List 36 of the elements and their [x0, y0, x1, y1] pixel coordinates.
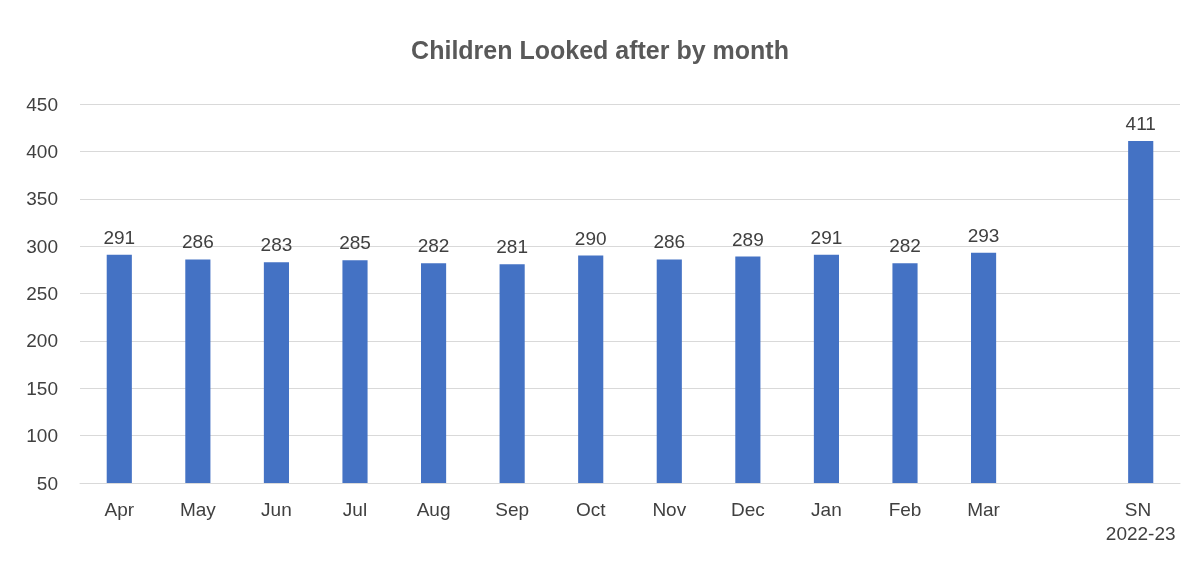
- data-label: 283: [260, 234, 293, 256]
- y-tick-label: 150: [26, 377, 58, 399]
- x-tick-label: Oct: [575, 498, 607, 520]
- x-tick-label: SN 2022-23: [1105, 498, 1176, 544]
- x-tick-label: Jul: [342, 498, 368, 520]
- x-tick-label: May: [179, 498, 217, 520]
- data-label: 282: [889, 235, 921, 257]
- y-tick-label: 450: [26, 93, 58, 115]
- x-tick-label: Nov: [652, 498, 687, 520]
- data-label: 286: [182, 231, 214, 253]
- data-label: 289: [732, 228, 764, 250]
- y-tick-label: 100: [26, 425, 58, 447]
- data-label: 293: [967, 224, 1000, 246]
- data-label: 286: [653, 231, 686, 253]
- x-tick-label: Jun: [261, 498, 292, 520]
- y-tick-label: 300: [26, 235, 58, 257]
- x-tick-label: Feb: [888, 498, 922, 520]
- y-tick-label: 200: [26, 330, 58, 352]
- data-label: 290: [574, 227, 607, 249]
- x-tick-label: Dec: [730, 498, 765, 520]
- data-label: 291: [810, 226, 843, 248]
- data-label: 411: [1125, 112, 1156, 134]
- y-tick-label: 50: [36, 472, 58, 494]
- data-label: 281: [496, 236, 528, 258]
- x-tick-label: Mar: [967, 498, 1001, 520]
- x-tick-label: Sep: [495, 498, 530, 520]
- y-tick-label: 250: [26, 283, 58, 304]
- y-tick-label: 400: [26, 140, 58, 162]
- x-tick-label: Jan: [811, 498, 842, 520]
- chart-title: Children Looked after by month: [411, 35, 789, 64]
- y-tick-label: 350: [26, 188, 58, 210]
- x-tick-label: Apr: [104, 498, 135, 520]
- x-tick-label: Aug: [416, 498, 451, 520]
- data-label: 291: [103, 226, 136, 248]
- data-label: 285: [339, 232, 371, 254]
- data-label: 282: [417, 235, 450, 257]
